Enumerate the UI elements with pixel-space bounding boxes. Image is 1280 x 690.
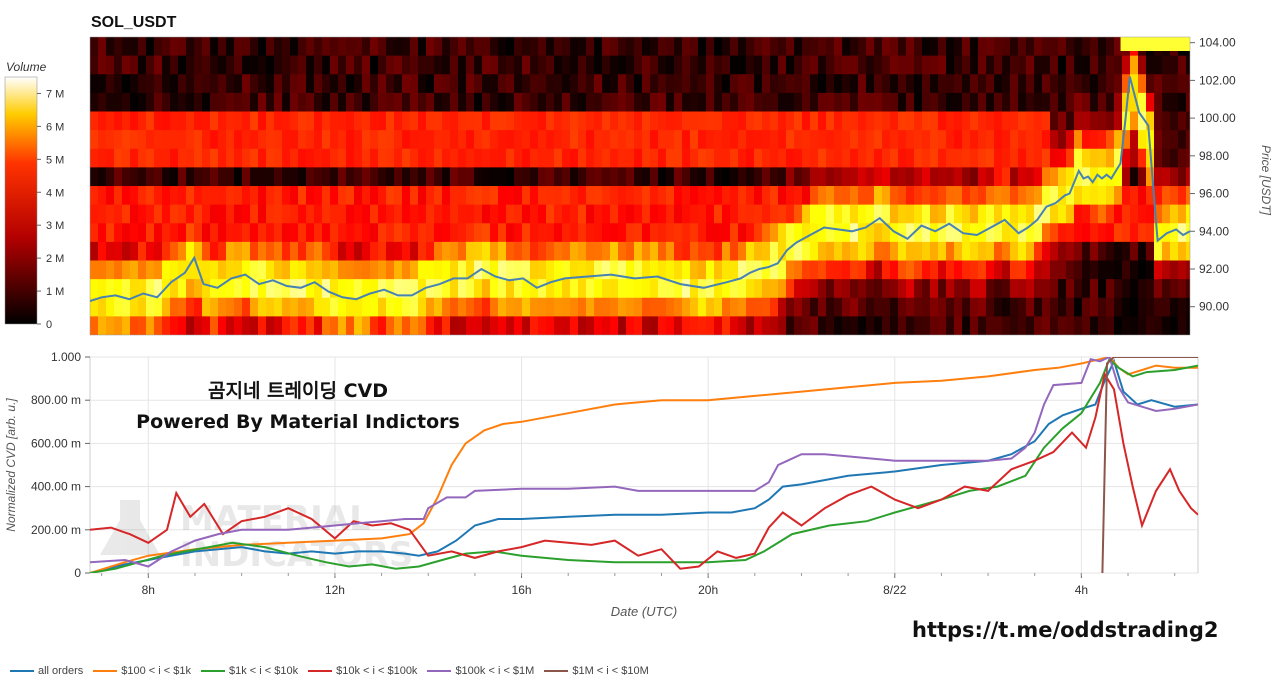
legend-item-2[interactable]: $1k < i < $10k: [200, 665, 299, 677]
legend-label: $1k < i < $10k: [228, 665, 299, 677]
legend: all orders $100 < i < $1k $1k < i < $10k $1…: [10, 662, 659, 680]
cvd-y-tick-label: 1.000: [51, 350, 81, 364]
cvd-series-line-1: [90, 357, 1198, 573]
telegram-link[interactable]: https://t.me/oddstrading2: [912, 618, 1219, 642]
legend-swatch: [200, 670, 225, 672]
legend-swatch: [427, 670, 452, 672]
cvd-x-label: Date (UTC): [611, 604, 677, 619]
cvd-x-tick-label: 12h: [325, 583, 345, 597]
price-tick-label: 90.00: [1199, 300, 1229, 314]
legend-swatch: [93, 670, 118, 672]
price-axis-label: Price [USDT]: [1259, 145, 1273, 216]
legend-swatch: [308, 670, 333, 672]
colorbar-tick-label: 5 M: [46, 154, 64, 166]
cvd-x-tick-label: 8h: [142, 583, 155, 597]
cvd-plot-area: [89, 356, 1199, 574]
colorbar-tick-label: 7 M: [46, 88, 64, 100]
colorbar-tick-label: 6 M: [46, 121, 64, 133]
colorbar-tick-label: 0: [46, 319, 52, 331]
cvd-y-tick-label: 600.00 m: [31, 436, 81, 450]
cvd-y-label: Normalized CVD [arb. u.]: [4, 398, 18, 532]
colorbar: [4, 76, 38, 325]
colorbar-ticks: 0 1 M 2 M 3 M 4 M 5 M 6 M 7 M: [37, 88, 64, 331]
orderbook-heatmap: [90, 37, 1190, 335]
legend-item-0[interactable]: all orders: [10, 665, 83, 677]
legend-label: $1M < i < $10M: [572, 665, 649, 677]
colorbar-title: Volume: [6, 60, 47, 74]
colorbar-tick-label: 2 M: [46, 253, 64, 265]
colorbar-tick-label: 4 M: [46, 187, 64, 199]
legend-item-5[interactable]: $1M < i < $10M: [544, 665, 649, 677]
colorbar-tick-label: 3 M: [46, 220, 64, 232]
legend-label: $10k < i < $100k: [336, 665, 418, 677]
brand-line2: Powered By Material Indictors: [136, 411, 460, 433]
cvd-grid: [90, 356, 1198, 574]
legend-label: $100 < i < $1k: [121, 665, 191, 677]
legend-swatch: [10, 670, 34, 672]
price-line: [90, 76, 1190, 303]
price-tick-label: 98.00: [1199, 149, 1229, 163]
cvd-y-tick-label: 800.00 m: [31, 393, 81, 407]
legend-item-3[interactable]: $10k < i < $100k: [308, 665, 417, 677]
colorbar-tick-label: 1 M: [46, 286, 64, 298]
price-tick-label: 92.00: [1199, 262, 1229, 276]
cvd-x-tick-label: 4h: [1075, 583, 1088, 597]
cvd-series-line-2: [90, 357, 1198, 573]
cvd-series: [90, 357, 1198, 573]
legend-label: $100k < i < $1M: [455, 665, 535, 677]
cvd-y-tick-label: 200.00 m: [31, 523, 81, 537]
legend-item-1[interactable]: $100 < i < $1k: [93, 665, 191, 677]
price-axis: 90.00 92.00 94.00 96.00 98.00 100.00 102.00 104…: [1190, 36, 1236, 314]
price-tick-label: 96.00: [1199, 187, 1229, 201]
legend-item-4[interactable]: $100k < i < $1M: [427, 665, 534, 677]
cvd-x-tick-label: 16h: [512, 583, 532, 597]
price-tick-label: 104.00: [1199, 36, 1236, 50]
cvd-series-line-0: [90, 358, 1198, 573]
price-tick-label: 94.00: [1199, 224, 1229, 238]
cvd-x-tick-label: 8/22: [883, 583, 907, 597]
cvd-x-tick-label: 20h: [698, 583, 718, 597]
cvd-y-tick-label: 400.00 m: [31, 480, 81, 494]
cvd-axes: 0 200.00 m 400.00 m 600.00 m 800.00 m 1.000 8h…: [31, 350, 1176, 597]
legend-swatch: [544, 670, 569, 672]
cvd-y-tick-label: 0: [74, 566, 81, 580]
chart-title: SOL_USDT: [91, 14, 177, 31]
brand-line1: 곰지네 트레이딩 CVD: [208, 380, 388, 402]
cvd-series-line-3: [90, 371, 1198, 570]
chart-canvas: SOL_USDT Volume 0 1 M 2 M 3 M 4 M 5 M 6 M 7 M 9…: [4, 14, 1273, 619]
price-tick-label: 102.00: [1199, 73, 1236, 87]
watermark-line1: MATERIAL: [180, 499, 371, 539]
cvd-series-line-4: [90, 357, 1198, 568]
cvd-series-line-5: [1101, 357, 1198, 573]
legend-label: all orders: [38, 665, 84, 677]
price-tick-label: 100.00: [1199, 111, 1236, 125]
